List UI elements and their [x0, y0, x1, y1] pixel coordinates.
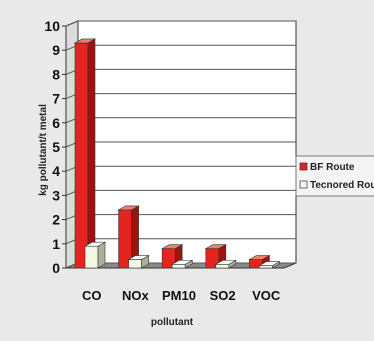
x-tick-label-co: CO — [82, 288, 102, 303]
bar-tecnored-rout-so2 — [214, 259, 237, 269]
x-tick-label-pm10: PM10 — [162, 288, 196, 303]
bar-front — [84, 245, 99, 269]
bar-tecnored-rout-pm10 — [171, 259, 194, 269]
bar-top — [73, 38, 97, 44]
bar-bf-route-nox — [117, 205, 140, 269]
legend-label-bf-route: BF Route — [310, 162, 355, 173]
bar-top — [83, 241, 107, 247]
bar-top — [204, 244, 227, 249]
y-tick-label: 4 — [52, 163, 60, 179]
x-tick-label-so2: SO2 — [210, 288, 236, 303]
bar-top — [258, 261, 281, 266]
x-axis-title: pollutant — [151, 317, 194, 328]
legend-box — [295, 155, 374, 197]
bar-top — [171, 260, 194, 265]
x-tick-labels: CO NOx PM10 SO2 VOC — [82, 288, 281, 303]
bar-tecnored-rout-nox — [127, 255, 150, 269]
y-tick-label: 7 — [52, 91, 60, 107]
y-tick-label: 2 — [52, 212, 60, 228]
y-tick-label: 3 — [52, 187, 60, 203]
y-tick-label: 10 — [44, 18, 60, 34]
bar-front — [128, 259, 142, 269]
bar-top — [161, 244, 184, 249]
bar-top — [117, 205, 140, 211]
bar-top — [248, 255, 271, 260]
bars — [73, 38, 281, 269]
y-tick-label: 5 — [52, 139, 60, 155]
y-tick-label: 8 — [52, 66, 60, 82]
bar-bf-route-co — [73, 38, 97, 269]
bar-front — [171, 264, 186, 269]
bar-top — [127, 255, 150, 260]
bar-front — [215, 264, 230, 269]
bar-tecnored-rout-voc — [258, 261, 281, 269]
y-tick-labels: 0 1 2 3 4 5 6 7 8 9 10 — [44, 18, 66, 276]
y-tick-label: 6 — [52, 115, 60, 131]
bar-side — [97, 241, 106, 269]
y-tick-label: 1 — [52, 236, 60, 252]
bar-tecnored-rout-co — [83, 241, 107, 269]
x-tick-label-nox: NOx — [122, 288, 150, 303]
bar-side — [87, 38, 96, 269]
legend-swatch-tecnored-route — [299, 180, 308, 189]
gridline — [65, 20, 296, 27]
bar-top — [214, 260, 237, 265]
x-tick-label-voc: VOC — [252, 288, 281, 303]
y-tick-label: 9 — [52, 42, 60, 58]
y-tick-label: 0 — [52, 260, 60, 276]
y-axis-title: kg pollutant/t metal — [38, 104, 49, 196]
bar-front — [74, 42, 89, 269]
bar-front — [259, 265, 273, 269]
plot-frame — [65, 20, 297, 269]
legend: BF Route Tecnored Rout — [295, 155, 374, 197]
legend-swatch-bf-route — [299, 162, 308, 171]
legend-label-tecnored-route: Tecnored Rout — [310, 180, 374, 191]
